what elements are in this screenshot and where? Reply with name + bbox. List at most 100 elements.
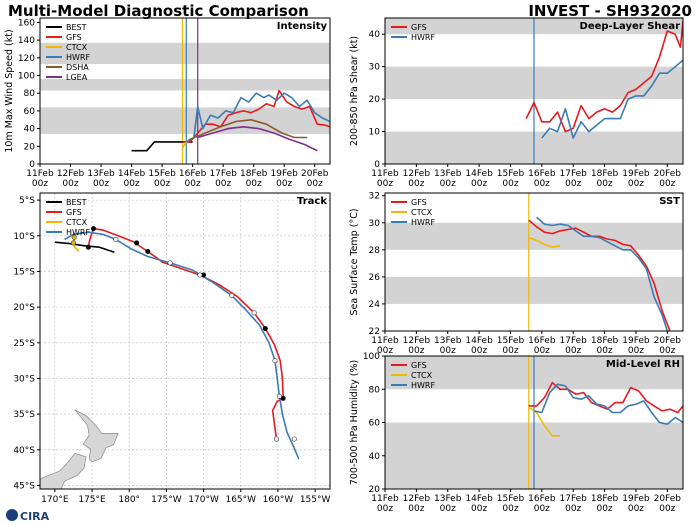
sst-series-hwrf: [536, 216, 669, 331]
intensity-series-dsha: [189, 119, 308, 140]
shear-panel: 01020304011Feb00z12Feb00z13Feb00z14Feb00…: [349, 17, 684, 189]
intensity-ytick-label: 80: [24, 89, 36, 99]
sst-ytick-label: 30: [369, 219, 381, 229]
legend-label-hwrf: HWRF: [411, 33, 435, 42]
intensity-xtick-date: 11Feb: [26, 169, 54, 179]
track-xtick-label: 155°W: [300, 495, 331, 505]
intensity-ytick-label: 40: [24, 125, 36, 135]
shear-xtick-hour: 00z: [440, 179, 456, 189]
sst-xtick-date: 11Feb: [371, 336, 399, 346]
shear-xtick-date: 15Feb: [497, 169, 525, 179]
sst-ytick-label: 24: [369, 300, 381, 310]
intensity-xtick-hour: 00z: [123, 179, 139, 189]
rh-series: [528, 381, 683, 437]
sst-ytick-label: 26: [369, 273, 381, 283]
track-xtick-label: 175°W: [151, 495, 182, 505]
track-position-marker: [280, 395, 286, 401]
sst-band: [385, 276, 683, 304]
rh-xtick-hour: 00z: [502, 504, 518, 514]
legend-label-hwrf: HWRF: [411, 381, 435, 390]
intensity-xtick-date: 14Feb: [118, 169, 146, 179]
sst-series-ctcx: [528, 236, 561, 248]
rh-xtick-hour: 00z: [534, 504, 550, 514]
intensity-xtick-hour: 00z: [215, 179, 231, 189]
rh-xtick-date: 16Feb: [528, 494, 556, 504]
track-ytick-label: 35°S: [13, 410, 35, 420]
intensity-xtick-date: 15Feb: [148, 169, 176, 179]
rh-xtick-date: 12Feb: [403, 494, 431, 504]
shear-xtick-date: 17Feb: [560, 169, 588, 179]
sst-xtick-hour: 00z: [502, 346, 518, 356]
shear-series-gfs: [525, 21, 683, 133]
intensity-ytick-label: 60: [24, 107, 36, 117]
rh-xtick-date: 20Feb: [654, 494, 682, 504]
new-zealand-north-island: [74, 409, 119, 463]
shear-series: [525, 21, 683, 139]
rh-ylabel: 700-500 hPa Humidity (%): [349, 360, 360, 485]
rh-ytick-label: 100: [363, 352, 380, 362]
rh-ytick-label: 60: [369, 419, 381, 429]
rh-xtick-hour: 00z: [628, 504, 644, 514]
legend-label-ctcx: CTCX: [411, 208, 433, 217]
legend-label-hwrf: HWRF: [66, 228, 90, 237]
track-map: [40, 193, 330, 489]
shear-xtick-hour: 00z: [377, 179, 393, 189]
intensity-xtick-date: 13Feb: [87, 169, 115, 179]
shear-ytick-label: 0: [374, 160, 380, 170]
rh-xtick-date: 15Feb: [497, 494, 525, 504]
legend-label-ctcx: CTCX: [66, 218, 88, 227]
legend-label-best: BEST: [66, 198, 87, 207]
intensity-xtick-date: 19Feb: [271, 169, 299, 179]
rh-series-ctcx: [528, 406, 561, 437]
track-series-hwrf: [64, 231, 300, 460]
shear-frame: [384, 17, 684, 165]
track-ytick-label: 15°S: [13, 267, 35, 277]
panels: 02040608010012014016011Feb00z12Feb00z13F…: [4, 17, 684, 514]
intensity-ytick-label: 100: [18, 72, 35, 82]
cira-logo: CIRA: [6, 509, 50, 523]
sst-xtick-date: 18Feb: [591, 336, 619, 346]
intensity-xtick-hour: 00z: [307, 179, 323, 189]
track-ytick-label: 40°S: [13, 446, 35, 456]
track-ytick-label: 20°S: [13, 303, 35, 313]
track-ytick-label: 45°S: [13, 481, 35, 491]
rh-series-gfs: [528, 381, 683, 414]
legend-label-gfs: GFS: [66, 33, 82, 42]
shear-xtick-date: 14Feb: [465, 169, 493, 179]
intensity-ylabel: 10m Max Wind Speed (kt): [4, 29, 15, 152]
shear-xtick-date: 11Feb: [371, 169, 399, 179]
intensity-xtick-hour: 00z: [154, 179, 170, 189]
intensity-series-hwrf: [185, 92, 330, 143]
rh-xtick-date: 19Feb: [622, 494, 650, 504]
legend-label-gfs: GFS: [411, 23, 427, 32]
intensity-title: Intensity: [277, 21, 328, 32]
cira-logo-mark: [6, 509, 18, 521]
legend-label-gfs: GFS: [411, 361, 427, 370]
shear-xtick-date: 18Feb: [591, 169, 619, 179]
intensity-ytick-label: 140: [18, 36, 35, 46]
track-position-marker: [273, 436, 279, 442]
rh-xtick-hour: 00z: [596, 504, 612, 514]
track-position-marker: [229, 293, 235, 299]
track-position-marker: [71, 234, 77, 240]
track-position-marker: [272, 358, 278, 364]
rh-xtick-hour: 00z: [659, 504, 675, 514]
sst-xtick-hour: 00z: [659, 346, 675, 356]
rh-xtick-date: 18Feb: [591, 494, 619, 504]
figure-title: Multi-Model Diagnostic Comparison: [8, 2, 309, 20]
rh-series-hwrf: [533, 383, 683, 426]
rh-xtick-date: 14Feb: [465, 494, 493, 504]
track-series-best: [54, 241, 115, 253]
track-position-marker: [85, 244, 91, 250]
shear-ytick-label: 30: [369, 63, 381, 73]
intensity-ytick-label: 160: [18, 18, 35, 28]
rh-xtick-hour: 00z: [565, 504, 581, 514]
intensity-xtick-date: 12Feb: [57, 169, 85, 179]
sst-ytick-label: 22: [369, 327, 380, 337]
track-position-marker: [167, 260, 173, 266]
new-zealand-south-island: [40, 452, 87, 489]
sst-xtick-date: 20Feb: [654, 336, 682, 346]
rh-ytick-label: 20: [369, 485, 381, 495]
intensity-xtick-hour: 00z: [276, 179, 292, 189]
